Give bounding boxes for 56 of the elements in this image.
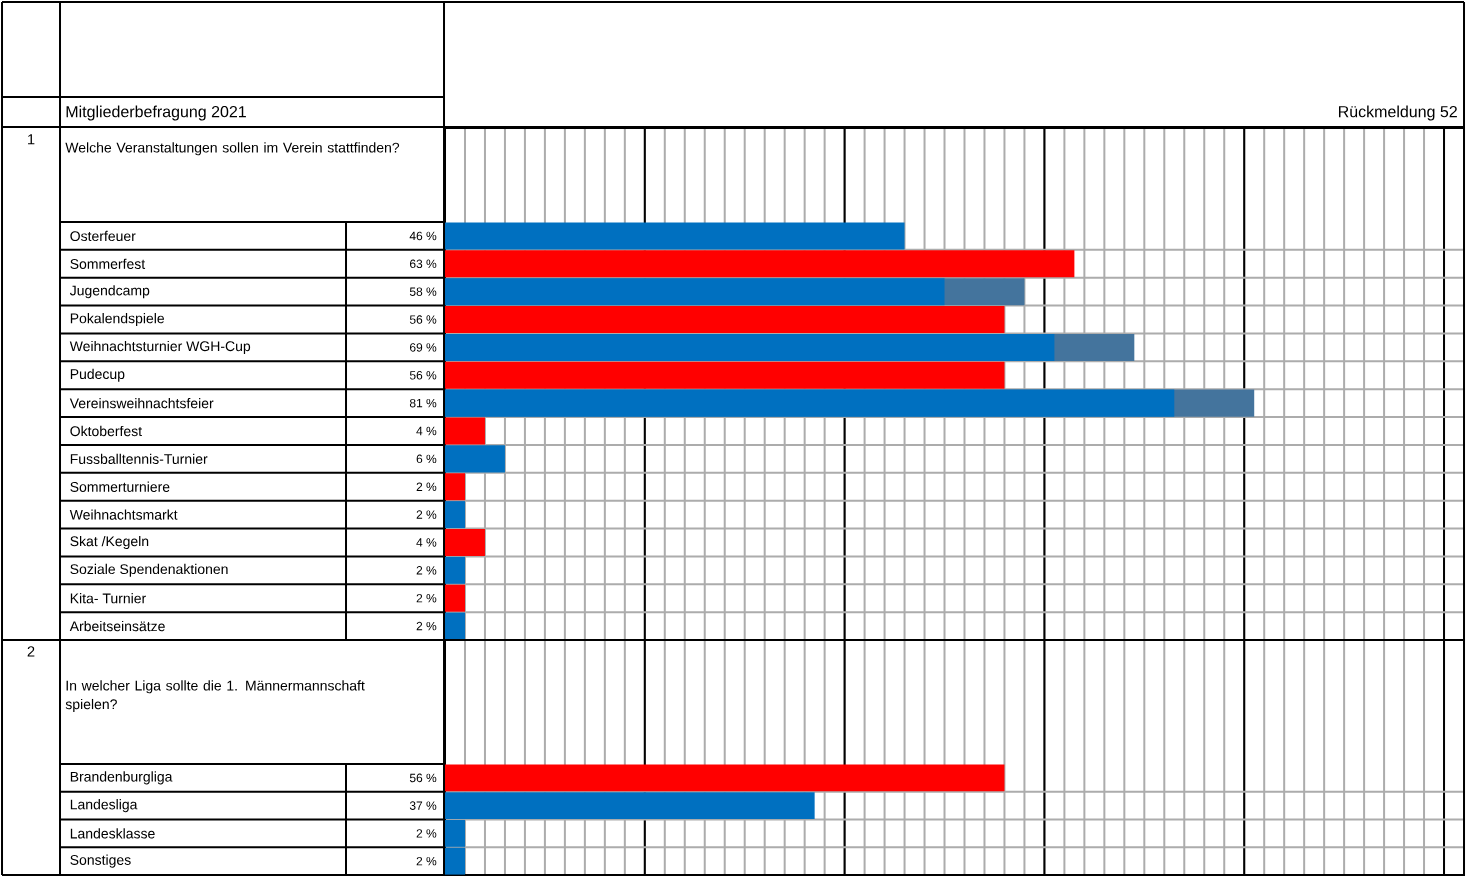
data-label: 56 % [409,371,437,380]
y-tick-label: Landesklasse [70,828,155,839]
text: 2 [27,646,35,657]
data-label: 2 % [416,593,437,603]
data-label: 37 % [409,801,437,810]
data-label: 4 % [416,538,437,547]
data-label: 4 % [416,426,437,436]
data-label: 2 % [416,482,437,491]
data-label: 58 % [409,287,437,296]
y-tick-label: Landesliga [70,799,138,813]
data-label: 6 % [416,454,437,464]
data-label: 56 % [409,315,437,324]
data-label: 2 % [416,829,437,838]
data-label: 69 % [410,343,437,352]
bar [445,528,485,556]
y-tick-label: Kita- Turnier [70,593,146,604]
bar [445,361,1005,389]
text: In welcher Liga sollte die 1. Männermannschaft spielen? [65,680,365,712]
y-tick-label: Weihnachtsmarkt [69,509,178,520]
data-label: 2 % [416,566,437,575]
bar [445,417,485,445]
y-tick-label: Vereinsweihnachtsfeier [69,398,214,409]
y-tick-label: Skat /Kegeln [70,535,149,549]
y-tick-label: Fussballtennis-Turnier [70,453,208,465]
y-tick-label: Pokalendspiele [70,313,165,327]
data-label: 2 % [416,510,437,519]
y-tick-label: Soziale Spendenaktionen [70,563,228,577]
data-label: 46 % [409,231,437,241]
y-tick-label: Sommerfest [70,258,146,269]
text: Rückmeldung 52 [1338,105,1457,121]
data-label: 56 % [409,773,437,783]
y-tick-label: Jugendcamp [69,285,150,299]
text: Mitgliederbefragung 2021 [66,105,246,121]
y-tick-label: Weihnachtsturnier WGH-Cup [69,340,251,354]
bar [445,250,1075,278]
data-label: 63 % [410,259,437,269]
bar [445,501,465,529]
y-tick-label: Oktoberfest [70,425,142,437]
data-label: 2 % [416,621,437,631]
bar [445,556,465,584]
bar [445,445,505,473]
bar [445,306,1005,334]
y-tick-label: Pudecup [70,368,125,382]
bar [445,584,465,612]
bar [445,473,465,501]
bar [445,612,465,640]
y-tick-label: Arbeitseinsätze [69,620,165,632]
y-tick-label: Osterfeuer [70,230,136,242]
y-tick-label: Sommerturniere [70,481,170,492]
text: 1 [28,134,35,145]
data-label: 2 % [416,856,437,866]
y-tick-label: Brandenburgliga [70,771,173,785]
text: Welche Veranstaltungen sollen im Verein stattfinden? [65,142,400,156]
y-tick-label: Sonstiges [70,854,131,868]
data-label: 81 % [409,398,437,408]
bar [445,222,905,250]
